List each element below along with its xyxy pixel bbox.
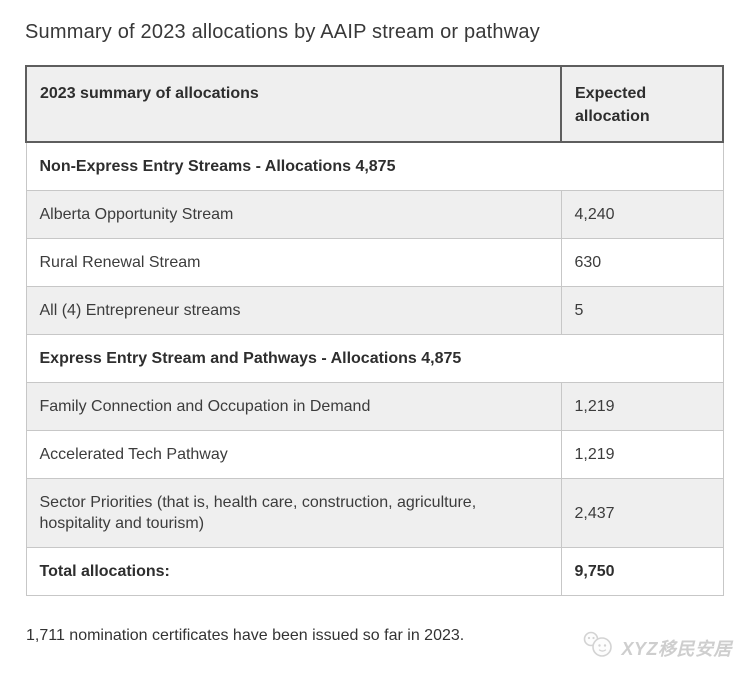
- page-title: Summary of 2023 allocations by AAIP stre…: [25, 21, 540, 43]
- section-label: Express Entry Stream and Pathways - Allo…: [25, 334, 724, 383]
- allocation-value: 4,240: [560, 190, 724, 239]
- stream-label: Accelerated Tech Pathway: [25, 430, 562, 479]
- stream-label: Sector Priorities (that is, health care,…: [25, 478, 562, 548]
- allocations-table: 2023 summary of allocations Expected all…: [25, 65, 724, 596]
- section-row-express: Express Entry Stream and Pathways - Allo…: [25, 334, 724, 383]
- column-header-expected-allocation: Expected allocation: [560, 65, 724, 143]
- table-row: Family Connection and Occupation in Dema…: [25, 382, 724, 431]
- stream-label: Alberta Opportunity Stream: [25, 190, 562, 239]
- allocation-value: 1,219: [560, 382, 724, 431]
- watermark: XYZ移民安居: [581, 630, 732, 665]
- column-header-summary: 2023 summary of allocations: [25, 65, 562, 143]
- table-row: Rural Renewal Stream 630: [25, 238, 724, 287]
- table-row: Alberta Opportunity Stream 4,240: [25, 190, 724, 239]
- mascot-chat-icon: [581, 630, 617, 665]
- table-header-row: 2023 summary of allocations Expected all…: [25, 65, 724, 143]
- table-row: Sector Priorities (that is, health care,…: [25, 478, 724, 548]
- stream-label: All (4) Entrepreneur streams: [25, 286, 562, 335]
- table-row: Accelerated Tech Pathway 1,219: [25, 430, 724, 479]
- allocation-value: 2,437: [560, 478, 724, 548]
- section-row-non-express: Non-Express Entry Streams - Allocations …: [25, 141, 724, 191]
- allocation-value: 5: [560, 286, 724, 335]
- allocation-value: 1,219: [560, 430, 724, 479]
- total-value: 9,750: [560, 547, 724, 596]
- allocation-value: 630: [560, 238, 724, 287]
- stream-label: Family Connection and Occupation in Dema…: [25, 382, 562, 431]
- stream-label: Rural Renewal Stream: [25, 238, 562, 287]
- table-row: All (4) Entrepreneur streams 5: [25, 286, 724, 335]
- total-label: Total allocations:: [25, 547, 562, 596]
- section-label: Non-Express Entry Streams - Allocations …: [25, 141, 724, 191]
- total-row: Total allocations: 9,750: [25, 547, 724, 596]
- watermark-text: XYZ移民安居: [621, 638, 732, 659]
- article-page: Summary of 2023 allocations by AAIP stre…: [25, 21, 724, 644]
- footnote: 1,711 nomination certificates have been …: [26, 627, 465, 644]
